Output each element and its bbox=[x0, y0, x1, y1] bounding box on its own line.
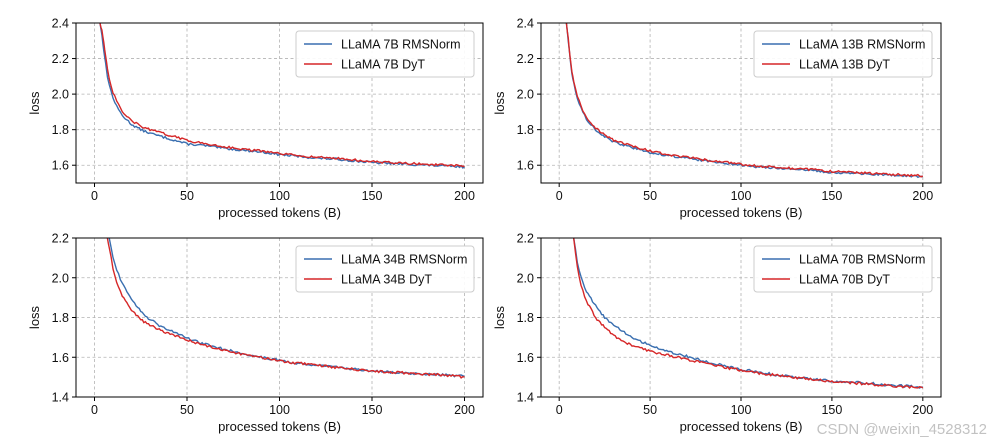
legend: LLaMA 7B RMSNorm LLaMA 7B DyT bbox=[295, 30, 475, 78]
y-tick-label: 1.4 bbox=[517, 391, 534, 405]
y-axis-label: loss bbox=[27, 305, 42, 329]
legend-label: LLaMA 13B DyT bbox=[799, 58, 890, 72]
x-tick-label: 100 bbox=[731, 189, 752, 203]
series-line-dyt bbox=[565, 23, 924, 178]
legend-box bbox=[753, 30, 933, 78]
legend-label: LLaMA 70B DyT bbox=[799, 273, 890, 287]
y-tick-label: 2.4 bbox=[52, 17, 69, 31]
x-tick-label: 150 bbox=[821, 403, 842, 417]
y-axis-label: loss bbox=[27, 91, 42, 115]
x-tick-label: 50 bbox=[180, 403, 194, 417]
series-line-dyt bbox=[573, 238, 924, 389]
x-tick-label: 0 bbox=[91, 403, 98, 417]
legend-label: LLaMA 70B RMSNorm bbox=[799, 253, 925, 267]
legend-label: LLaMA 7B DyT bbox=[341, 58, 425, 72]
y-tick-label: 1.6 bbox=[52, 351, 69, 365]
legend-box bbox=[295, 30, 475, 78]
x-tick-label: 50 bbox=[643, 189, 657, 203]
legend-label: LLaMA 13B RMSNorm bbox=[799, 38, 925, 52]
y-tick-label: 2.4 bbox=[517, 17, 534, 31]
x-tick-label: 150 bbox=[362, 189, 383, 203]
y-tick-label: 1.8 bbox=[52, 311, 69, 325]
x-axis-label: processed tokens (B) bbox=[218, 419, 341, 434]
y-tick-label: 2.2 bbox=[52, 232, 69, 246]
y-tick-label: 1.6 bbox=[517, 351, 534, 365]
y-tick-label: 2.2 bbox=[52, 52, 69, 66]
y-tick-label: 2.2 bbox=[517, 232, 534, 246]
legend: LLaMA 13B RMSNorm LLaMA 13B DyT bbox=[753, 30, 933, 78]
legend-label: LLaMA 34B DyT bbox=[341, 273, 432, 287]
x-axis-label: processed tokens (B) bbox=[218, 205, 341, 220]
x-tick-label: 100 bbox=[269, 403, 290, 417]
series-line-dyt bbox=[106, 238, 465, 379]
x-tick-label: 150 bbox=[362, 403, 383, 417]
y-axis-label: loss bbox=[492, 305, 507, 329]
legend-box bbox=[295, 245, 475, 293]
legend: LLaMA 34B RMSNorm LLaMA 34B DyT bbox=[295, 245, 475, 293]
y-tick-label: 1.8 bbox=[52, 123, 69, 137]
y-tick-label: 1.8 bbox=[517, 311, 534, 325]
x-tick-label: 50 bbox=[180, 189, 194, 203]
x-tick-label: 100 bbox=[731, 403, 752, 417]
y-tick-label: 1.6 bbox=[517, 159, 534, 173]
chart-panel-4: 0 50 100 150 200 1.4 1.6 1.8 2.0 2.2 processed tok… bbox=[492, 232, 942, 434]
x-tick-label: 50 bbox=[643, 403, 657, 417]
legend-box bbox=[753, 245, 933, 293]
chart-panel-2: 0 50 100 150 200 1.6 1.8 2.0 2.2 2.4 processed tok… bbox=[492, 17, 942, 220]
legend-label: LLaMA 34B RMSNorm bbox=[341, 253, 467, 267]
legend: LLaMA 70B RMSNorm LLaMA 70B DyT bbox=[753, 245, 933, 293]
legend-label: LLaMA 7B RMSNorm bbox=[341, 38, 460, 52]
y-tick-label: 1.8 bbox=[517, 123, 534, 137]
y-tick-label: 2.0 bbox=[52, 88, 69, 102]
x-tick-label: 200 bbox=[454, 189, 475, 203]
x-tick-label: 150 bbox=[821, 189, 842, 203]
chart-panel-1: 0 50 100 150 200 1.6 1.8 2.0 2.2 2.4 processed tok… bbox=[27, 17, 484, 220]
x-tick-label: 200 bbox=[454, 403, 475, 417]
y-tick-label: 2.0 bbox=[517, 88, 534, 102]
x-tick-label: 0 bbox=[556, 189, 563, 203]
y-tick-label: 1.4 bbox=[52, 391, 69, 405]
x-axis-label: processed tokens (B) bbox=[680, 419, 803, 434]
y-tick-label: 2.0 bbox=[52, 271, 69, 285]
y-tick-label: 1.6 bbox=[52, 159, 69, 173]
x-tick-label: 200 bbox=[912, 403, 933, 417]
x-tick-label: 200 bbox=[912, 189, 933, 203]
x-tick-label: 100 bbox=[269, 189, 290, 203]
y-tick-label: 2.2 bbox=[517, 52, 534, 66]
y-axis-label: loss bbox=[492, 91, 507, 115]
y-tick-label: 2.0 bbox=[517, 271, 534, 285]
x-tick-label: 0 bbox=[91, 189, 98, 203]
x-tick-label: 0 bbox=[556, 403, 563, 417]
x-axis-label: processed tokens (B) bbox=[680, 205, 803, 220]
series-line-dyt bbox=[99, 23, 465, 168]
chart-panel-3: 0 50 100 150 200 1.4 1.6 1.8 2.0 2.2 processed tok… bbox=[27, 232, 484, 434]
watermark-text: CSDN @weixin_4528312 bbox=[816, 421, 987, 438]
series-line-rmsnorm bbox=[99, 23, 465, 169]
